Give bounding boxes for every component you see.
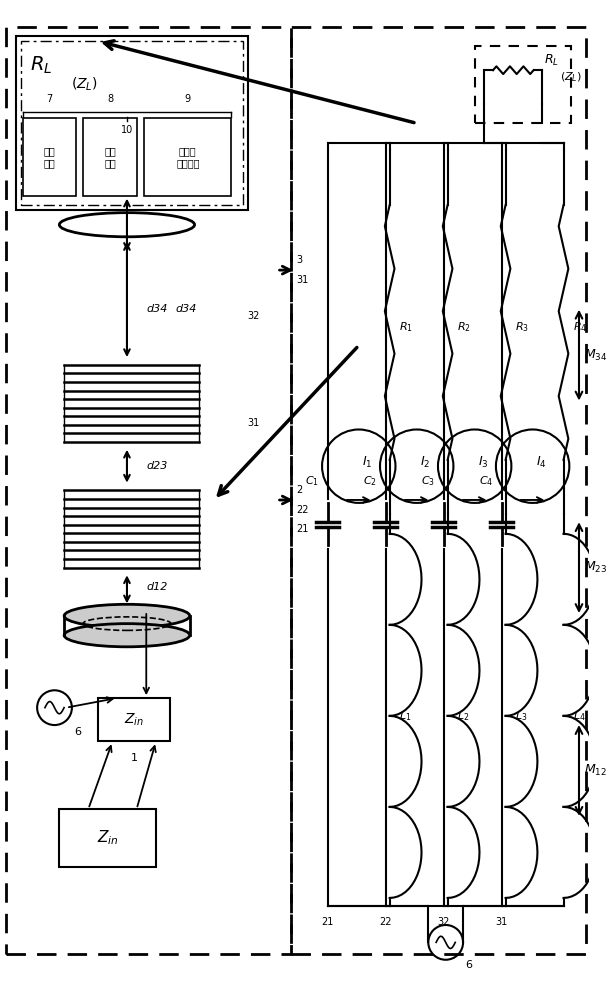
- Text: $C_4$: $C_4$: [479, 475, 494, 488]
- Text: d23: d23: [147, 461, 168, 471]
- Bar: [98, 698, 170, 741]
- Text: $C_3$: $C_3$: [421, 475, 435, 488]
- Text: 2: 2: [296, 485, 302, 495]
- Text: $R_4$: $R_4$: [573, 321, 587, 334]
- Text: $M_{12}$: $M_{12}$: [584, 763, 607, 778]
- Text: $R_1$: $R_1$: [399, 321, 413, 334]
- Bar: [291, 27, 586, 954]
- Text: $C_1$: $C_1$: [305, 475, 319, 488]
- Text: $R_L$: $R_L$: [544, 53, 559, 68]
- Text: 31: 31: [296, 275, 308, 285]
- Text: $L_3$: $L_3$: [515, 709, 528, 723]
- Text: 10: 10: [121, 125, 133, 135]
- Text: $M_{23}$: $M_{23}$: [584, 560, 607, 575]
- Text: 32: 32: [247, 311, 260, 321]
- Text: d34: d34: [175, 304, 196, 314]
- Text: $R_L$: $R_L$: [30, 55, 53, 76]
- Bar: [475, 46, 572, 123]
- Text: d12: d12: [147, 582, 168, 592]
- Text: 22: 22: [296, 505, 308, 515]
- Text: 21: 21: [296, 524, 308, 534]
- Text: $L_2$: $L_2$: [457, 709, 469, 723]
- Text: 8: 8: [107, 94, 113, 104]
- Text: $I_1$: $I_1$: [362, 455, 373, 470]
- Text: $R_2$: $R_2$: [457, 321, 471, 334]
- Bar: [60, 809, 156, 867]
- Bar: [22, 118, 76, 196]
- Text: 6: 6: [74, 727, 81, 737]
- Text: 32: 32: [438, 917, 450, 927]
- Text: 9: 9: [185, 94, 191, 104]
- Text: d34: d34: [147, 304, 168, 314]
- Text: $(Z_L)$: $(Z_L)$: [71, 76, 98, 93]
- Text: $(Z_L)$: $(Z_L)$: [560, 70, 582, 84]
- Ellipse shape: [64, 624, 190, 647]
- Text: 31: 31: [247, 418, 260, 428]
- Bar: [144, 118, 231, 196]
- Text: 21: 21: [322, 917, 334, 927]
- Text: ~: ~: [280, 263, 292, 278]
- Bar: [16, 36, 247, 210]
- Text: $I_2$: $I_2$: [420, 455, 430, 470]
- Text: $Z_{in}$: $Z_{in}$: [124, 712, 144, 728]
- Text: $L_4$: $L_4$: [573, 709, 586, 723]
- Text: 充电
电路: 充电 电路: [104, 146, 116, 168]
- Text: $I_3$: $I_3$: [478, 455, 489, 470]
- Text: $R_3$: $R_3$: [515, 321, 529, 334]
- Text: 22: 22: [379, 917, 392, 927]
- Text: 锂离子
二次电池: 锂离子 二次电池: [176, 146, 199, 168]
- Text: $C_2$: $C_2$: [364, 475, 378, 488]
- Ellipse shape: [64, 604, 190, 627]
- Bar: [83, 118, 137, 196]
- Text: $M_{34}$: $M_{34}$: [584, 348, 607, 363]
- Text: ~: ~: [280, 492, 292, 508]
- Text: $I_4$: $I_4$: [536, 455, 547, 470]
- Text: $Z_{in}$: $Z_{in}$: [97, 829, 119, 847]
- Text: $L_1$: $L_1$: [399, 709, 412, 723]
- Bar: [21, 41, 243, 205]
- Text: 6: 6: [465, 960, 472, 970]
- Text: 31: 31: [496, 917, 508, 927]
- Text: 1: 1: [131, 753, 137, 763]
- Bar: [6, 27, 291, 954]
- Text: 稳定
电路: 稳定 电路: [43, 146, 55, 168]
- Text: 7: 7: [46, 94, 52, 104]
- Text: 3: 3: [296, 255, 302, 265]
